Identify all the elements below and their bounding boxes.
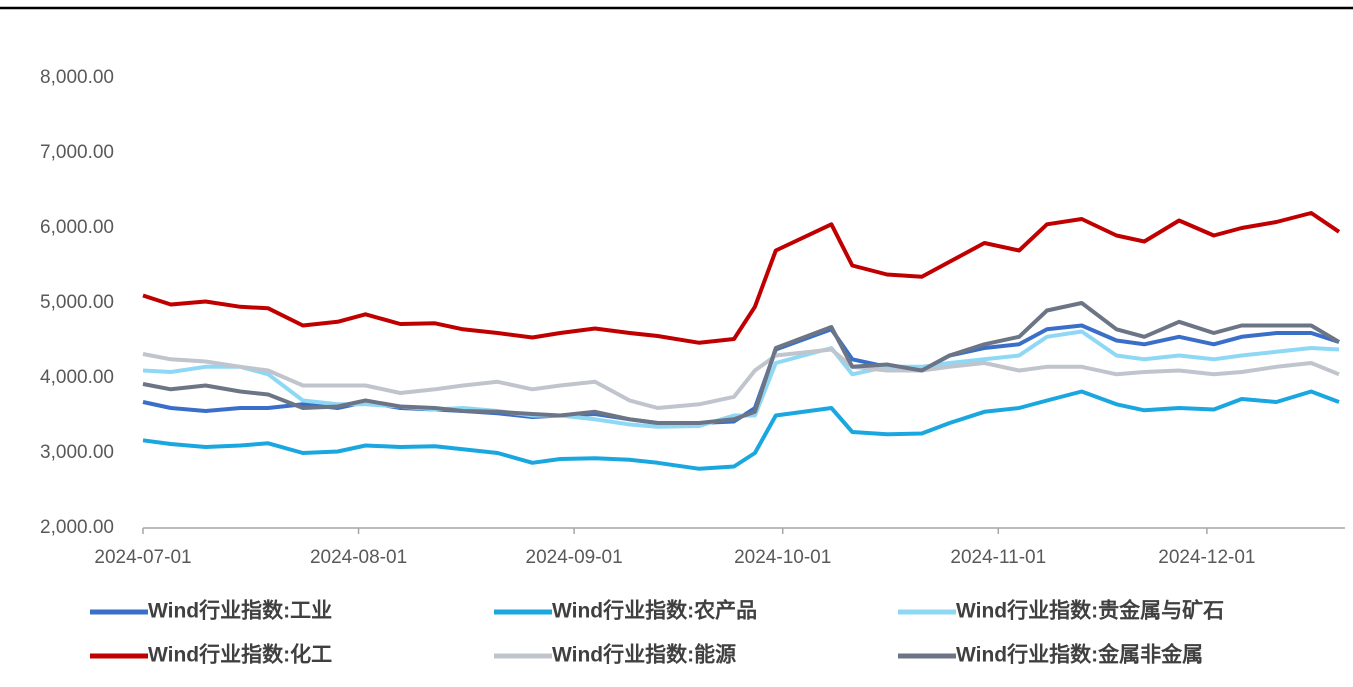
- y-tick-label: 7,000.00: [40, 142, 114, 163]
- y-tick-label: 4,000.00: [40, 367, 114, 388]
- x-tick-label: 2024-11-01: [950, 547, 1046, 568]
- x-tick-label: 2024-09-01: [526, 547, 623, 568]
- x-tick-label: 2024-12-01: [1158, 547, 1255, 568]
- series-line: [142, 347, 1340, 410]
- series-line: [142, 389, 1340, 471]
- series-line: [142, 211, 1341, 345]
- x-tick-label: 2024-08-01: [310, 547, 407, 568]
- x-tick-label: 2024-10-01: [734, 547, 831, 568]
- x-tick-label: 2024-07-01: [94, 547, 191, 568]
- series-line: [142, 329, 1340, 429]
- legend-label: Wind行业指数:金属非金属: [956, 643, 1203, 667]
- legend-label: Wind行业指数:化工: [148, 643, 332, 667]
- y-tick-label: 8,000.00: [40, 67, 114, 88]
- y-tick-label: 3,000.00: [40, 442, 114, 463]
- legend-label: Wind行业指数:工业: [148, 599, 332, 623]
- legend-label: Wind行业指数:农产品: [552, 599, 757, 623]
- series-line: [142, 301, 1341, 425]
- y-tick-label: 6,000.00: [40, 217, 114, 238]
- y-tick-label: 2,000.00: [40, 517, 114, 538]
- legend-label: Wind行业指数:能源: [552, 643, 736, 667]
- y-tick-label: 5,000.00: [40, 292, 114, 313]
- legend-label: Wind行业指数:贵金属与矿石: [956, 599, 1224, 623]
